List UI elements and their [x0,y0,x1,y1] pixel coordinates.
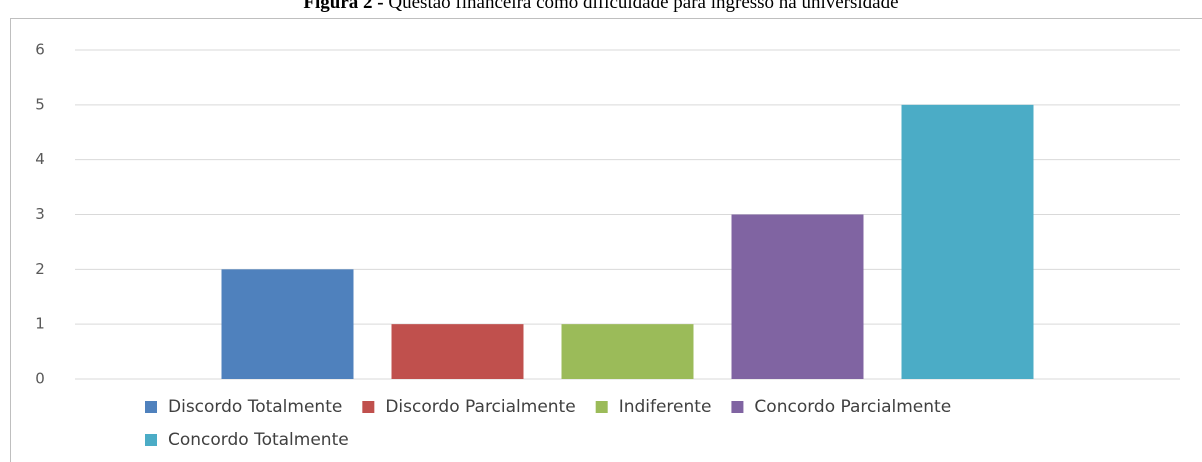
bar [731,214,864,379]
y-tick-label: 2 [35,260,45,278]
y-tick-label: 5 [35,95,45,113]
legend-label: Concordo Parcialmente [754,397,951,417]
y-tick-label: 1 [35,315,45,333]
bar [221,269,354,379]
y-tick-label: 3 [35,205,45,223]
chart-title: Questão financeira como dificuldade para… [388,0,898,13]
legend-swatch [595,401,608,413]
y-tick-label: 4 [35,150,45,168]
legend-label: Discordo Parcialmente [385,397,575,417]
bar [561,324,694,379]
chart-border [10,18,1202,462]
bar [901,104,1034,379]
legend-label: Indiferente [619,397,712,417]
bar [391,324,524,379]
legend-swatch [731,401,744,413]
chart-title-line: Figura 2 - Questão financeira como dific… [303,0,898,13]
y-tick-label: 0 [35,370,45,388]
legend-label: Discordo Totalmente [168,397,342,417]
legend-swatch [145,401,157,413]
legend-label: Concordo Totalmente [168,430,349,450]
y-tick-label: 6 [35,41,45,59]
legend-swatch [362,401,375,413]
legend-swatch [145,434,157,446]
figure-label: Figura 2 - [303,0,383,13]
